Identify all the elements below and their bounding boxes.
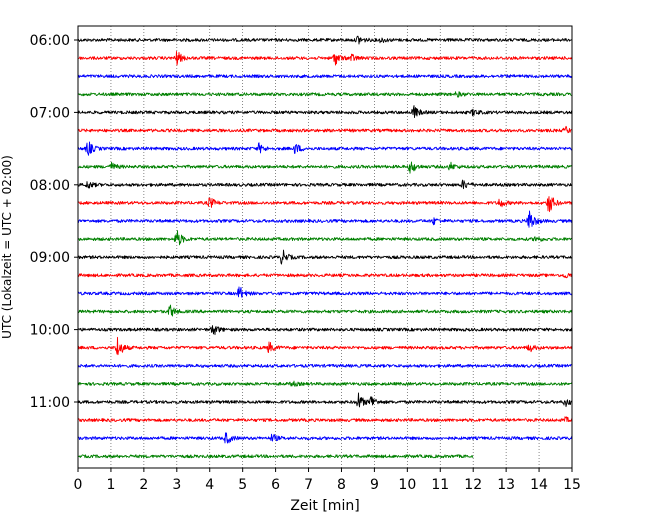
- x-tick-label: 11: [431, 477, 449, 493]
- x-tick-label: 15: [563, 477, 581, 493]
- seismic-trace-1115: [77, 416, 573, 423]
- seismic-trace-0815: [77, 196, 573, 213]
- seismic-trace-0945: [77, 304, 573, 317]
- seismic-trace-0745: [77, 161, 573, 174]
- x-tick-label: 12: [464, 477, 482, 493]
- seismic-trace-1015: [77, 336, 573, 356]
- seismic-trace-0700: [77, 105, 573, 119]
- x-tick-label: 8: [337, 477, 346, 493]
- x-tick-label: 5: [238, 477, 247, 493]
- y-axis-label: UTC (Lokalzeit = UTC + 02:00): [0, 155, 14, 339]
- seismic-trace-0830: [77, 210, 573, 228]
- x-tick-label: 7: [304, 477, 313, 493]
- x-tick-label: 9: [370, 477, 379, 493]
- seismic-trace-0730: [77, 141, 573, 156]
- y-tick-label: 10:00: [30, 323, 70, 339]
- y-tick-label: 08:00: [30, 178, 70, 194]
- x-axis-ticks: 0 1 2 3 4 5 6 7 8 9 10 11 12 13 14 15: [74, 468, 581, 493]
- x-tick-label: 4: [205, 477, 214, 493]
- seismic-trace-0800: [77, 179, 573, 190]
- y-tick-label: 06:00: [30, 33, 70, 49]
- seismic-trace-0900: [77, 249, 573, 265]
- seismic-trace-0915: [77, 273, 573, 279]
- x-tick-label: 14: [530, 477, 548, 493]
- seismic-trace-0645: [77, 91, 573, 98]
- seismic-trace-0845: [77, 230, 573, 246]
- y-tick-label: 09:00: [30, 250, 70, 266]
- x-tick-label: 2: [139, 477, 148, 493]
- y-tick-label: 11:00: [30, 395, 70, 411]
- seismic-trace-1000: [77, 325, 573, 336]
- x-tick-label: 0: [74, 477, 83, 493]
- x-axis-label: Zeit [min]: [290, 498, 359, 514]
- seismic-trace-1100: [77, 392, 573, 408]
- seismic-trace-1045: [77, 380, 573, 387]
- x-tick-label: 10: [398, 477, 416, 493]
- seismic-trace-1030: [77, 363, 573, 368]
- seismic-trace-1145: [77, 454, 474, 459]
- seismic-trace-0630: [77, 74, 573, 79]
- seismic-traces: [77, 35, 573, 459]
- seismic-trace-0615: [77, 50, 573, 66]
- plot-frame: [77, 25, 573, 469]
- seismic-trace-0600: [77, 35, 573, 45]
- x-tick-label: 3: [172, 477, 181, 493]
- x-tick-label: 1: [106, 477, 115, 493]
- y-axis-ticks: 06:00 07:00 08:00 09:00 10:00 11:00: [30, 33, 78, 411]
- seismic-trace-0930: [77, 286, 573, 298]
- y-tick-label: 07:00: [30, 105, 70, 121]
- x-tick-label: 13: [497, 477, 515, 493]
- seismic-trace-0715: [77, 125, 573, 134]
- seismic-trace-1130: [77, 432, 573, 444]
- x-tick-label: 6: [271, 477, 280, 493]
